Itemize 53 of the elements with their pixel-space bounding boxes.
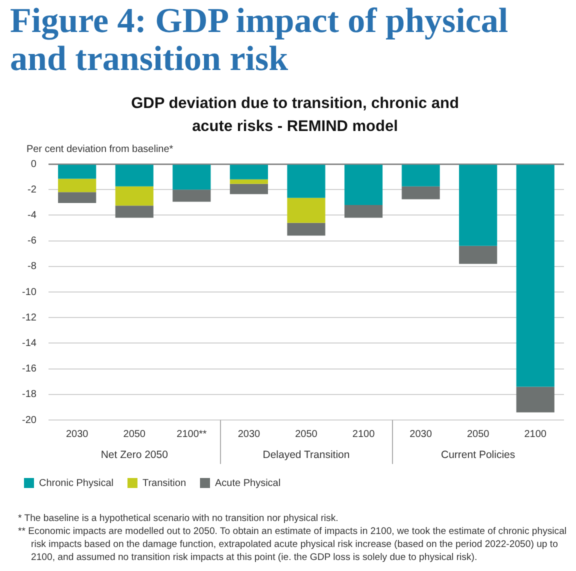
y-tick-label: -20 (22, 414, 37, 426)
bar (58, 192, 96, 204)
y-axis-title: Per cent deviation from baseline* (26, 144, 174, 155)
bar (230, 184, 268, 194)
bar (115, 164, 154, 186)
bar (230, 179, 268, 184)
bar (287, 222, 326, 236)
bar (115, 206, 154, 218)
y-tick-label: -10 (22, 286, 37, 298)
bar (402, 164, 440, 186)
x-tick-label: 2030 (66, 428, 89, 440)
y-tick-label: 0 (30, 158, 37, 170)
x-tick-label: 2030 (238, 428, 261, 440)
text: ** Economic impacts are modelled out to 2050. To obtain an estimate of impacts in 2100, we took the estimate of chronic physical risk impacts based on the damage function, extrapolated acute physical risk increase (based on the period 2022-2050) up to 2100, and assumed no transition risk impacts at this point (ie. the GDP loss is solely due to physical risk). (18, 525, 568, 564)
legend-label: Chronic Physical (39, 478, 114, 489)
y-tick-label: -18 (22, 389, 37, 400)
text: * The baseline is a hypothetical scenario with no transition nor physical risk. (18, 512, 340, 525)
bar (287, 198, 326, 223)
y-tick-label: -16 (22, 364, 37, 375)
bar (516, 386, 554, 412)
bar (402, 186, 440, 200)
y-tick-label: -14 (22, 338, 37, 349)
x-tick-label: 2050 (123, 428, 146, 440)
bar (344, 164, 383, 205)
text: Net Zero 2050 (100, 448, 168, 461)
bar (287, 164, 326, 198)
bar (344, 204, 383, 218)
legend-label: Acute Physical (215, 478, 281, 489)
x-tick-label: 2100 (524, 428, 547, 440)
y-tick-label: -2 (28, 184, 37, 196)
y-tick-label: -8 (28, 261, 37, 272)
bar (115, 186, 154, 206)
bar (459, 164, 498, 246)
bar (172, 190, 211, 202)
x-tick-label: 2100** (176, 428, 207, 440)
x-tick-label: 2030 (410, 428, 432, 440)
y-tick-label: -4 (28, 210, 37, 221)
x-tick-label: 2050 (466, 428, 490, 440)
bar (58, 178, 96, 192)
chart-subtitle: GDP deviation due to transition, chronic and acute risks - REMIND model (130, 94, 460, 137)
bar (516, 164, 554, 387)
legend-label: Transition (142, 478, 186, 489)
text: Delayed Transition (262, 448, 350, 461)
text: Current Policies (441, 448, 516, 461)
x-tick-label: 2100 (352, 428, 376, 440)
bar (172, 164, 211, 190)
bar (459, 246, 498, 264)
bar (230, 164, 268, 180)
y-tick-label: -12 (22, 312, 37, 324)
y-tick-label: -6 (28, 236, 37, 247)
chart-title: Figure 4: GDP impact of physical and transition risk (10, 1, 510, 78)
x-tick-label: 2050 (295, 428, 318, 440)
bar (58, 164, 96, 179)
